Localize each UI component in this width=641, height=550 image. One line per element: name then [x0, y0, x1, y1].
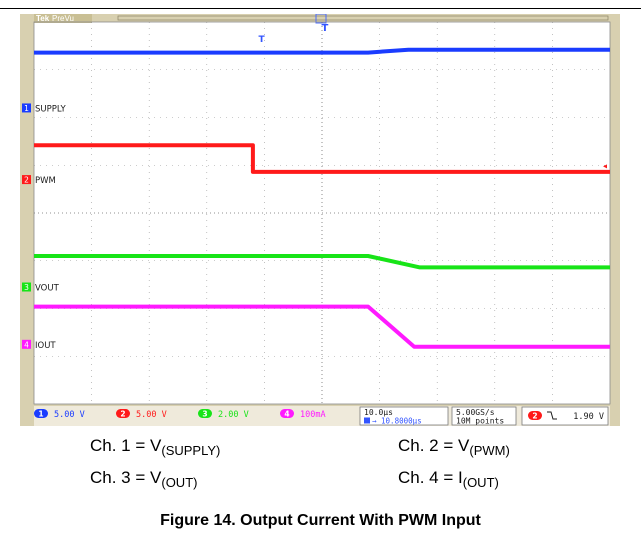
trigger-source-number: 2 — [532, 412, 537, 421]
screen-border — [33, 21, 611, 405]
legend-ch3-prefix: Ch. 3 = V — [90, 468, 162, 487]
channel-3-label: VOUT — [35, 284, 60, 294]
readout-ch3-scale: 2.00 V — [218, 410, 249, 420]
trace-vout — [34, 254, 610, 270]
channel-2-marker — [22, 175, 31, 185]
channel-1-marker-number: 1 — [24, 104, 29, 113]
trigger-box — [521, 406, 609, 426]
trace-iout — [34, 304, 610, 349]
trace-supply — [34, 47, 610, 55]
legend-ch2-prefix: Ch. 2 = V — [398, 436, 470, 455]
legend-ch1-prefix: Ch. 1 = V — [90, 436, 162, 455]
trigger-level-marker: ◂ — [603, 161, 607, 170]
readout-ch4-scale: 100mA — [300, 410, 326, 420]
readout-ch2-badge — [116, 409, 130, 418]
acquisition-box — [451, 406, 517, 426]
trigger-position-value: → 10.8000µs — [372, 417, 422, 426]
readout-ch2-scale: 5.00 V — [136, 410, 167, 420]
channel-3-marker — [22, 282, 31, 292]
legend-ch2: Ch. 2 = V(PWM) — [398, 436, 510, 458]
legend-ch1-sub: (SUPPLY) — [161, 443, 221, 458]
trigger-position-icon — [364, 417, 370, 424]
readout-ch2-number: 2 — [120, 410, 125, 419]
record-length: 10M points — [456, 417, 504, 426]
sample-rate: 5.00GS/s — [456, 408, 495, 417]
falling-edge-icon — [547, 411, 557, 420]
trigger-point-marker: T — [258, 35, 265, 45]
channel-1-label: SUPPLY — [35, 104, 66, 114]
readout-ch1-number: 1 — [38, 410, 43, 419]
readout-ch1-badge — [34, 409, 48, 418]
legend-ch3-sub: (OUT) — [161, 475, 198, 490]
legend-ch3: Ch. 3 = V(OUT) — [90, 468, 197, 490]
trace-pwm — [34, 143, 610, 174]
trigger-source-badge — [528, 411, 542, 420]
channel-3-marker-number: 3 — [24, 283, 29, 292]
legend-ch2-sub: (PWM) — [469, 443, 510, 458]
page-top-rule — [0, 8, 641, 9]
channel-1-marker — [22, 103, 31, 113]
readout-ch3-number: 3 — [202, 410, 207, 419]
channel-4-marker — [22, 339, 31, 349]
header-brand: Tek — [36, 14, 50, 23]
header-mode: PreVu — [52, 14, 74, 23]
figure-caption: Figure 14. Output Current With PWM Input — [160, 512, 481, 529]
channel-2-label: PWM — [35, 176, 56, 186]
record-view-bar — [117, 15, 609, 21]
header-tab — [34, 14, 92, 23]
readout-ch1-scale: 5.00 V — [54, 410, 85, 420]
readout-ch3-badge — [198, 409, 212, 418]
oscilloscope-svg: Tek PreVu T T ◂ 1 SUPPLY 2 PWM 3 VOUT 4 IOUT 1 5.00 V 2… — [20, 14, 620, 426]
legend-ch1: Ch. 1 = V(SUPPLY) — [90, 436, 220, 458]
legend-ch4-sub: (OUT) — [462, 475, 499, 490]
oscilloscope-capture: Tek PreVu T T ◂ 1 SUPPLY 2 PWM 3 VOUT 4 IOUT 1 5.00 V 2… — [20, 14, 620, 426]
readout-ch4-badge — [280, 409, 294, 418]
timebase-box — [359, 406, 449, 426]
record-view-window — [315, 14, 327, 24]
readout-ch4-number: 4 — [284, 410, 289, 419]
timebase-value: 10.0µs — [364, 408, 393, 417]
legend-ch4: Ch. 4 = I(OUT) — [398, 468, 499, 490]
legend-ch4-prefix: Ch. 4 = I — [398, 468, 463, 487]
channel-4-marker-number: 4 — [24, 340, 29, 349]
channel-2-marker-number: 2 — [24, 176, 29, 185]
channel-4-label: IOUT — [35, 341, 56, 351]
trigger-level-value: 1.90 V — [573, 412, 604, 422]
trigger-position-marker: T — [321, 23, 328, 34]
